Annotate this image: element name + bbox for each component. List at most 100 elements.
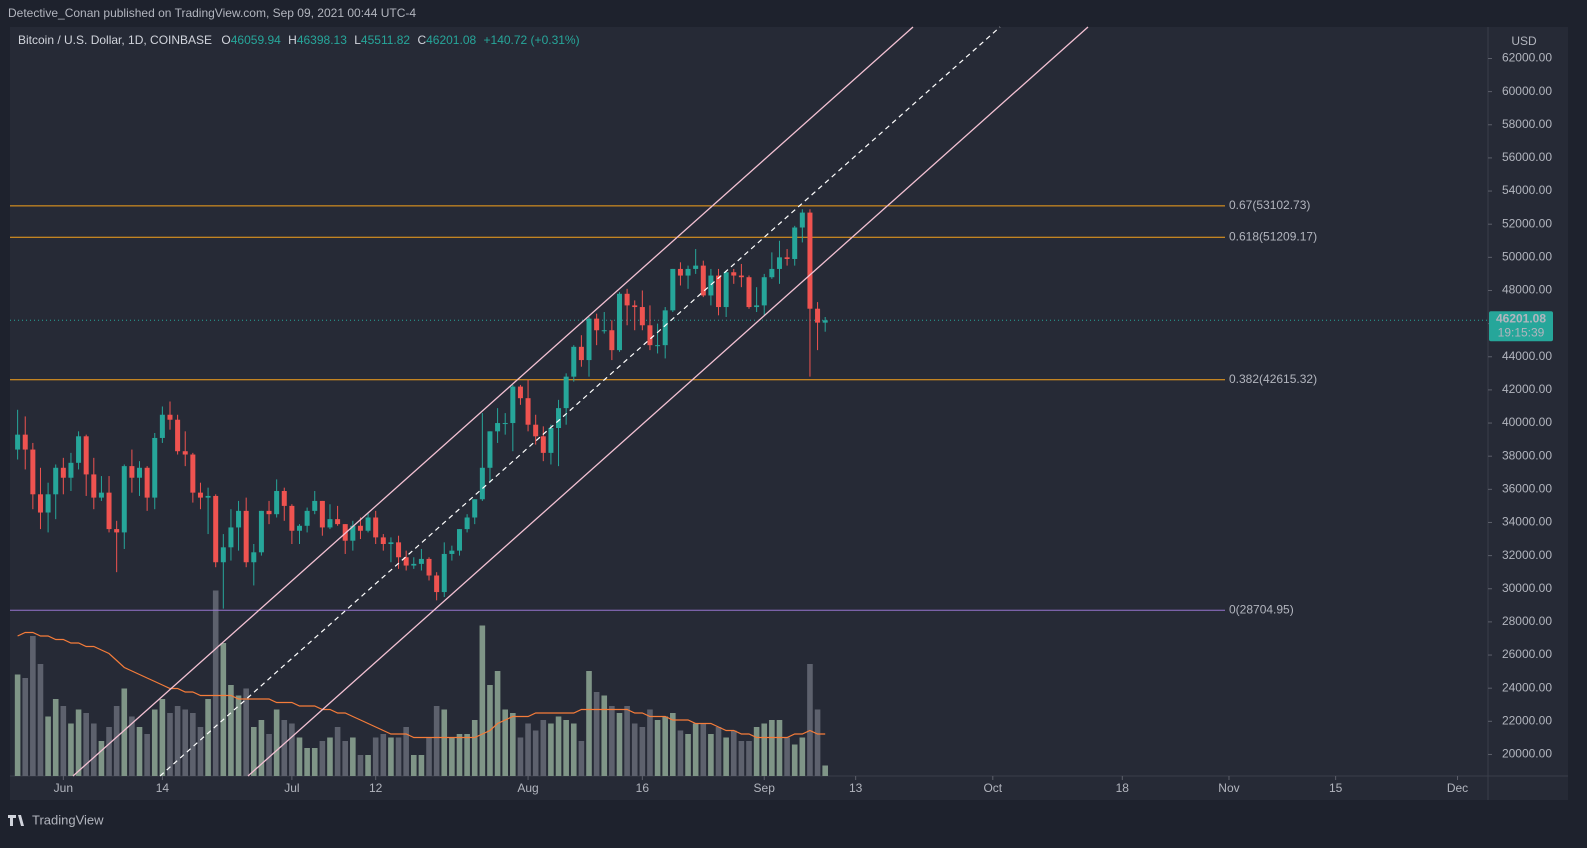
- level-label: 0(28704.95): [1229, 602, 1294, 616]
- candle-body: [373, 517, 379, 538]
- candle-body: [456, 529, 462, 551]
- volume-bar: [563, 720, 569, 776]
- x-tick-label: Sep: [754, 781, 776, 795]
- volume-bar: [350, 737, 356, 776]
- candle-body: [472, 499, 478, 518]
- candle-body: [738, 275, 744, 278]
- candle-body: [693, 265, 699, 269]
- candle-body: [220, 547, 226, 563]
- candle-body: [510, 386, 516, 424]
- volume-bar: [159, 699, 166, 776]
- candle-body: [297, 525, 303, 531]
- candle-body: [53, 467, 59, 495]
- candle-body: [236, 510, 242, 528]
- volume-bar: [799, 737, 806, 776]
- volume-bar: [205, 699, 211, 776]
- candle-body: [586, 318, 592, 361]
- volume-bar: [37, 664, 44, 776]
- candle-body: [517, 386, 523, 399]
- candle-body: [784, 257, 790, 259]
- volume-bar: [624, 706, 630, 776]
- volume-bar: [190, 713, 196, 776]
- candle-body: [540, 436, 546, 453]
- volume-bar: [235, 695, 242, 776]
- candle-body: [769, 268, 775, 278]
- x-tick-label: Oct: [983, 781, 1002, 795]
- volume-bar: [647, 709, 653, 776]
- candle-body: [380, 537, 386, 545]
- volume-bar: [555, 716, 562, 776]
- volume-bar: [654, 720, 661, 776]
- x-tick-label: Jun: [54, 781, 73, 795]
- legend-label: O: [221, 33, 230, 47]
- legend-value: 45511.82: [361, 33, 410, 47]
- y-tick-label: 50000.00: [1502, 250, 1552, 264]
- volume-bar: [410, 755, 417, 776]
- volume-bar: [517, 737, 524, 776]
- candle-body: [578, 346, 584, 361]
- currency: USD: [1511, 34, 1537, 48]
- volume-bar: [601, 695, 608, 776]
- volume-bar: [700, 723, 707, 776]
- y-tick-label: 40000.00: [1502, 415, 1552, 429]
- brand-logo: [8, 815, 24, 826]
- symbol-title: Bitcoin / U.S. Dollar, 1D, COINBASE: [18, 33, 212, 47]
- volume-bar: [746, 741, 752, 776]
- candle-body: [502, 423, 508, 425]
- candle-body: [647, 325, 653, 346]
- volume-bar: [753, 727, 760, 776]
- candle-body: [205, 495, 211, 498]
- volume-bar: [639, 727, 646, 776]
- candle-body: [525, 398, 531, 425]
- volume-bar: [91, 723, 97, 776]
- volume-bar: [525, 723, 531, 776]
- volume-bar: [662, 716, 668, 776]
- volume-bar: [609, 706, 615, 776]
- volume-bar: [814, 709, 821, 776]
- candle-body: [335, 519, 341, 525]
- candle-body: [76, 436, 82, 463]
- volume-bar: [418, 755, 425, 776]
- volume-bar: [761, 723, 768, 776]
- candle-body: [799, 212, 805, 228]
- price-tag: [1489, 311, 1553, 342]
- x-tick-label: 14: [156, 781, 170, 795]
- level-label: 0.618(51209.17): [1229, 229, 1317, 243]
- y-tick-label: 30000.00: [1502, 581, 1552, 595]
- y-tick-label: 38000.00: [1502, 448, 1552, 462]
- plot: 0.67(53102.73) 0.618(51209.17) 0.382(42615…: [10, 198, 1488, 776]
- candle-body: [776, 257, 782, 269]
- volume-bar: [60, 706, 67, 776]
- candle-body: [30, 449, 36, 495]
- candle-body: [487, 431, 493, 468]
- candle-body: [213, 495, 219, 563]
- candle-body: [251, 552, 257, 563]
- x-tick-label: 15: [1329, 781, 1343, 795]
- channel-lower: [247, 26, 1089, 777]
- volume-bar: [75, 709, 82, 776]
- channel: [72, 26, 1089, 777]
- volume-bar: [121, 688, 128, 776]
- volume-bar: [289, 723, 295, 776]
- candle-body: [327, 519, 333, 528]
- volume-bar: [14, 674, 21, 776]
- candle-body: [700, 265, 706, 296]
- candle-body: [22, 434, 28, 450]
- volume-bar: [670, 713, 676, 776]
- volume-bar: [144, 734, 150, 776]
- candle-body: [312, 500, 318, 511]
- volume-bar: [243, 688, 249, 776]
- volume-bar: [738, 741, 745, 776]
- volume-bar: [151, 709, 158, 776]
- y-tick-label: 62000.00: [1502, 51, 1552, 65]
- candle-body: [464, 517, 470, 530]
- volume-bar: [776, 720, 783, 776]
- volume-bar: [822, 765, 828, 776]
- x-tick-label: Aug: [517, 781, 538, 795]
- candle-body: [350, 525, 356, 541]
- volume-bar: [433, 706, 440, 776]
- volume-bar: [136, 727, 143, 776]
- volume-bar: [441, 709, 448, 776]
- candle-body: [68, 462, 74, 478]
